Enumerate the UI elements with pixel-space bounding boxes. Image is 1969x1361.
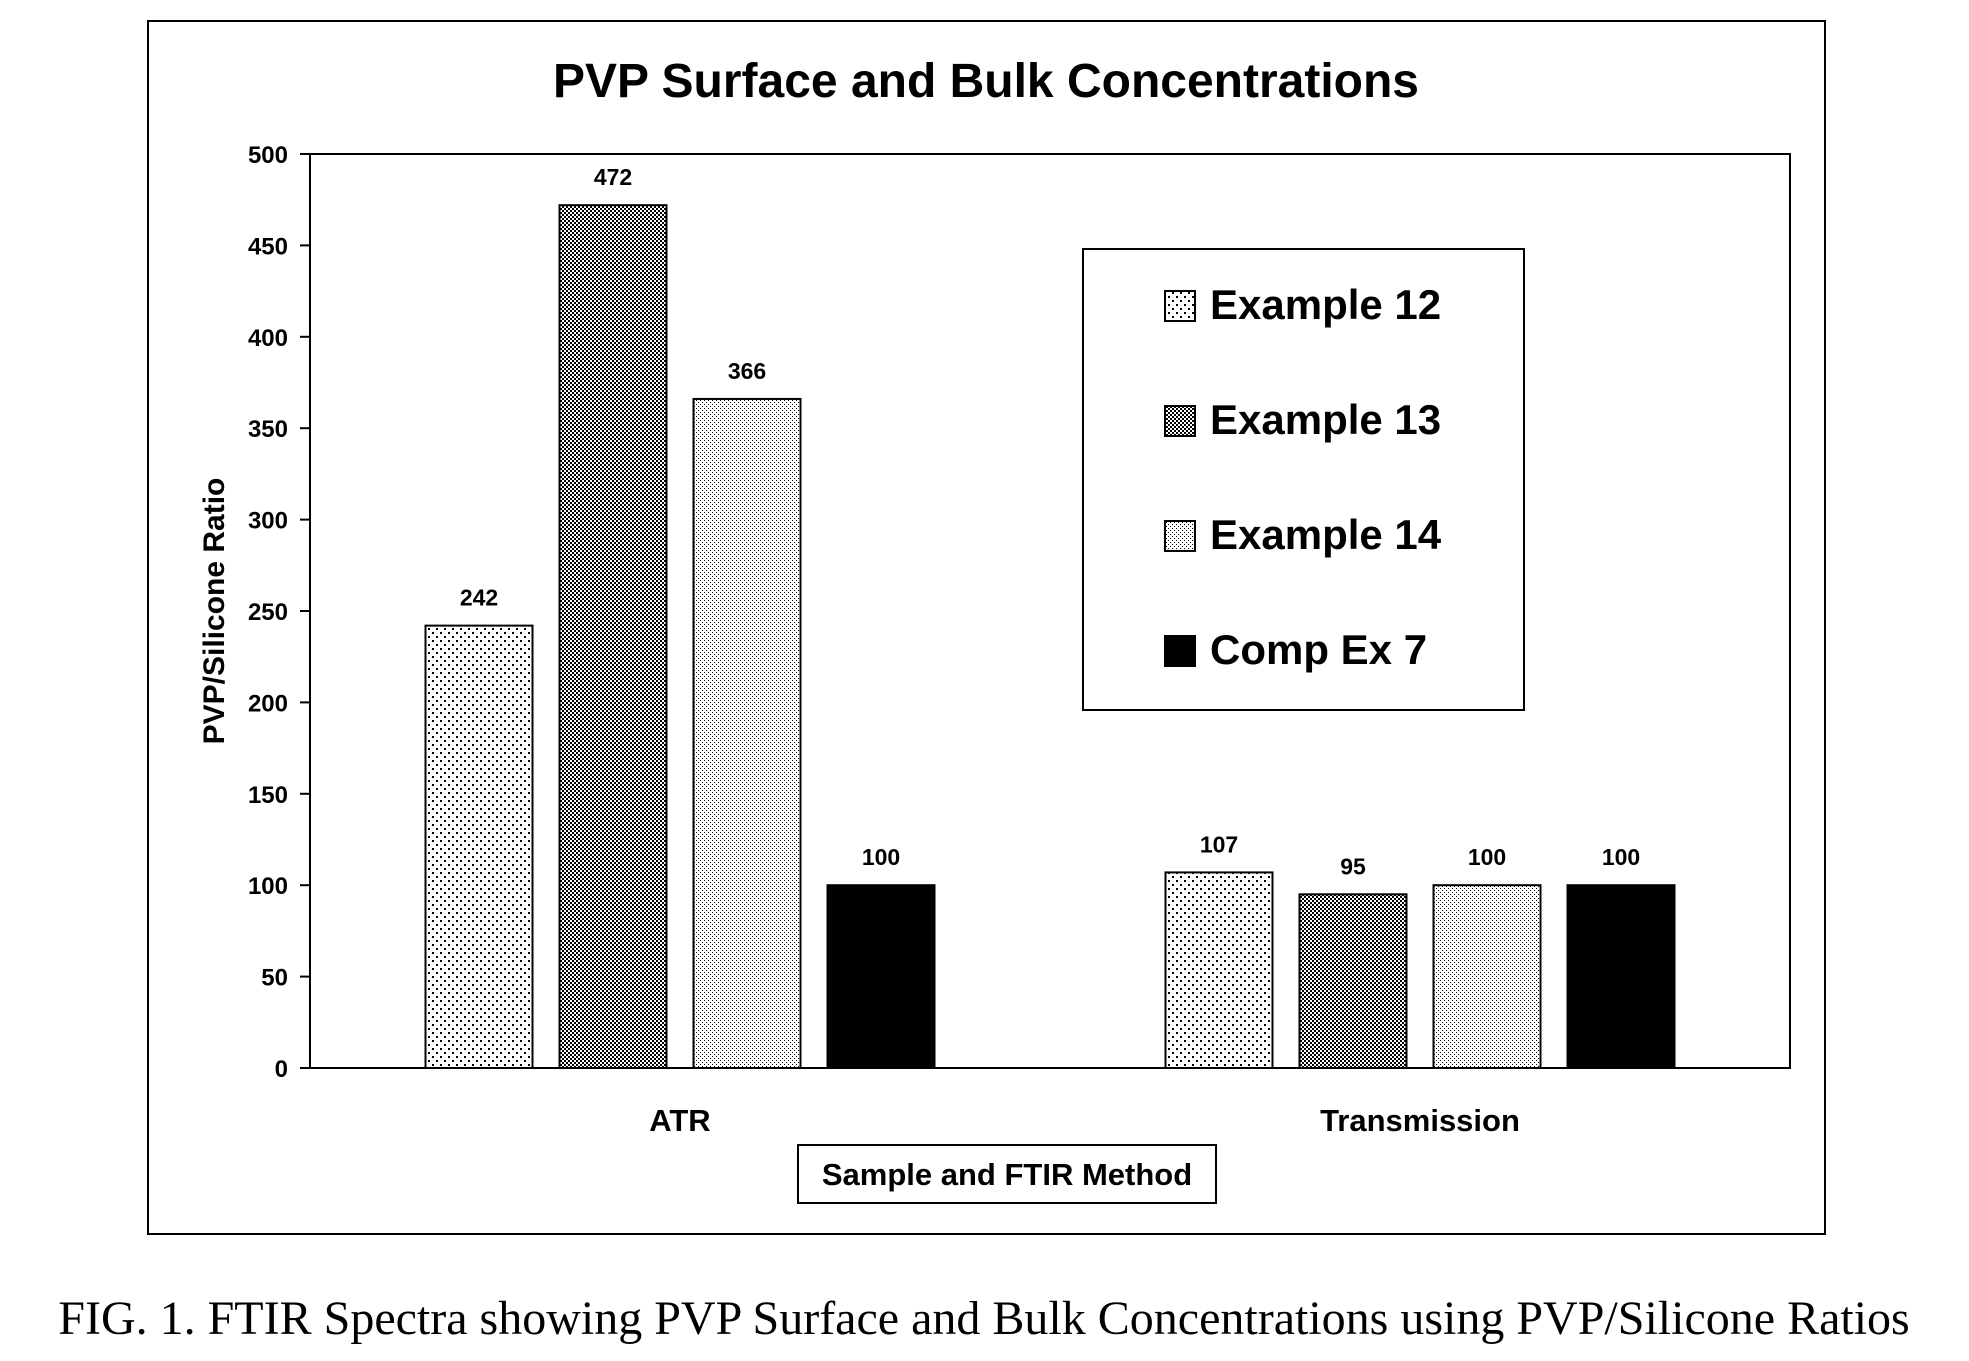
chart-title: PVP Surface and Bulk Concentrations [553,55,1419,108]
x-axis-label: Sample and FTIR Method [822,1157,1192,1192]
bar-series [424,204,1676,1070]
legend-swatch-example-13 [1164,405,1196,437]
y-tick-label: 150 [248,782,288,809]
y-tick-label: 250 [248,599,288,626]
figure-caption: FIG. 1. FTIR Spectra showing PVP Surface… [58,1292,1909,1345]
y-tick-label: 0 [275,1056,288,1083]
y-axis-label: PVP/Silicone Ratio [198,478,231,745]
legend-swatch-comp-ex-7 [1164,635,1196,667]
data-label: 100 [1602,844,1640,870]
legend-label-comp-ex-7: Comp Ex 7 [1210,626,1427,673]
y-tick-label: 200 [248,690,288,717]
x-axis-categories: ATR Transmission [649,1103,1520,1138]
y-tick-label: 50 [261,965,288,992]
data-label: 472 [594,164,632,190]
data-label: 366 [728,358,766,384]
legend-swatch-example-14 [1164,520,1196,552]
y-tick-label: 400 [248,325,288,352]
legend-swatch-example-12 [1164,290,1196,322]
bar-example-12-atr [424,624,534,1070]
data-label: 95 [1340,853,1366,879]
x-tick-label-atr: ATR [649,1103,710,1138]
bar-comp-ex-7-atr [826,884,936,1070]
bar-example-14-transmission [1432,884,1542,1070]
bar-example-13-transmission [1298,893,1408,1070]
data-label: 107 [1200,831,1238,857]
y-tick-label: 450 [248,233,288,260]
data-label: 100 [862,844,900,870]
bar-example-12-transmission [1164,871,1274,1069]
bar-example-14-atr [692,397,802,1069]
y-tick-label: 100 [248,873,288,900]
bar-example-13-atr [558,204,668,1069]
data-label: 242 [460,585,498,611]
bar-comp-ex-7-transmission [1566,884,1676,1070]
x-tick-label-transmission: Transmission [1320,1103,1520,1138]
legend: Example 12 Example 13 Example 14 Comp Ex 7 [1164,281,1442,673]
y-tick-label: 350 [248,416,288,443]
value-labels: 242 472 366 100 107 95 100 100 [460,164,1640,879]
y-tick-label: 500 [248,142,288,169]
legend-label-example-13: Example 13 [1210,396,1441,443]
y-axis-ticks: 0 50 100 150 200 250 300 350 400 450 500 [248,142,310,1083]
legend-label-example-14: Example 14 [1210,511,1442,558]
legend-label-example-12: Example 12 [1210,281,1441,328]
y-tick-label: 300 [248,508,288,535]
data-label: 100 [1468,844,1506,870]
x-axis-label-box [797,1144,1217,1204]
legend-box [1082,248,1525,711]
